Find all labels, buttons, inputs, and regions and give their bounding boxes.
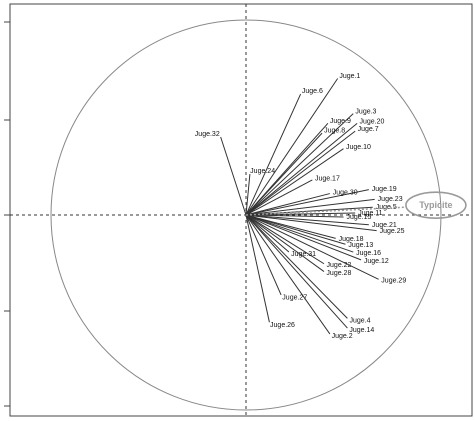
vector-label: Juge.22 [327,262,352,269]
vector-line [245,179,313,216]
vector-label: Juge.20 [359,118,384,125]
vector-label: Juge.5 [376,204,397,211]
vector-label: Juge.2 [332,333,353,340]
vector-label: Juge.13 [348,242,373,249]
vector-label: Juge.15 [346,214,371,221]
vector-line [245,214,346,245]
vector-label: Juge.32 [195,131,220,138]
unit-circle [50,19,442,411]
vector-line [245,212,356,216]
vector-label: Juge.3 [355,108,376,115]
vector-line [245,148,344,216]
variable-vectors [220,78,379,335]
vector-label: Juge.19 [372,186,397,193]
vector-label: Juge.18 [339,236,364,243]
vector-line [245,122,358,216]
vector-label: Juge.10 [346,144,371,151]
vector-line [245,214,348,319]
typicite-label: Typicite [419,200,452,210]
vector-label: Juge.4 [350,317,371,324]
vector-label: Juge.23 [378,196,403,203]
vector-line [245,214,270,323]
vector-line [245,214,369,226]
vector-label: Juge.25 [380,228,405,235]
typicite-ellipse [405,191,467,219]
vector-label: Juge.9 [330,118,351,125]
vector-line [220,136,247,216]
vector-line [245,174,251,216]
vector-line [245,214,331,335]
vector-label: Juge.16 [356,250,381,257]
vector-label: Juge.8 [324,128,345,135]
vector-line [245,78,339,216]
vector-label: Juge.31 [291,251,316,258]
vector-line [245,214,362,261]
vector-line [245,198,375,216]
vector-label: Juge.30 [333,190,358,197]
vector-label: Juge.24 [250,168,275,175]
vector-label: Juge.12 [364,258,389,265]
vector-label: Juge.28 [326,270,351,277]
vector-label: Juge.26 [270,322,295,329]
vector-label: Juge.6 [302,88,323,95]
vector-label: Juge.1 [339,73,360,80]
typicite-vector [245,206,406,216]
vector-label: Juge.21 [372,222,397,229]
variable-labels: Juge.1 Juge.6 Juge.3 Juge.9 Juge.20 Juge.8 Jug… [195,73,407,340]
vector-line [245,214,325,272]
vector-line [245,214,354,253]
vector-label: Juge.27 [282,295,307,302]
vector-line [245,189,369,216]
vector-line [245,214,377,232]
vector-line [245,130,356,216]
vector-line [245,214,325,265]
vector-label: Juge.14 [349,327,374,334]
plot-frame [9,3,473,417]
vector-line [245,132,323,216]
highlight-group: Typicite [245,191,467,219]
vector-line [245,214,344,218]
vector-label: Juge.29 [381,278,406,285]
vector-line [245,214,348,329]
vector-line [245,214,379,280]
vector-label: Juge.17 [315,175,340,182]
vector-line [245,93,302,216]
vector-line [245,214,282,296]
vector-line [245,193,330,216]
vector-line [245,113,354,216]
vector-label: Juge.7 [358,126,379,133]
vector-label: Juge.11 [358,210,382,217]
vector-line [245,214,290,253]
